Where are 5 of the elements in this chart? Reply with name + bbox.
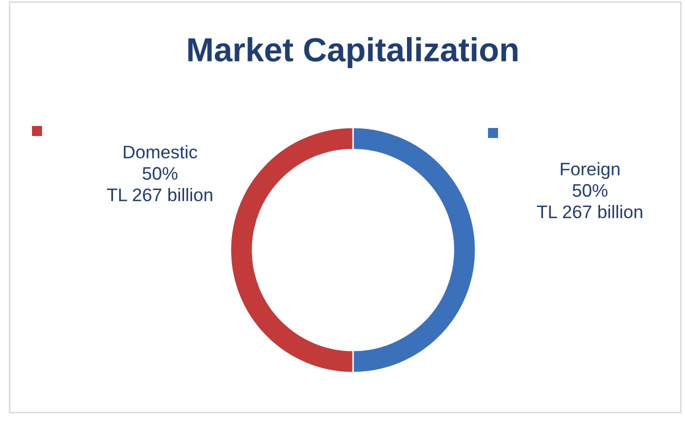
chart-title: Market Capitalization [188, 37, 518, 68]
slice-label: Domestic [124, 145, 198, 158]
data-label: 50% TL 267 billion [107, 167, 212, 202]
slice-label: Foreign [560, 162, 620, 180]
data-label: 50% TL 267 billion [537, 184, 642, 218]
